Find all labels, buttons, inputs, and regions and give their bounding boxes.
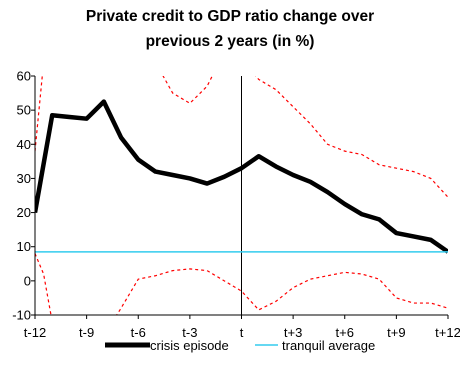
y-tick-label: 20	[17, 205, 31, 220]
x-tick-label: t-9	[79, 325, 94, 340]
y-tick-label: 10	[17, 239, 31, 254]
y-tick-label: 50	[17, 103, 31, 118]
y-tick-label: 60	[17, 69, 31, 84]
y-tick-label: -10	[12, 308, 31, 323]
confidence-band-line	[116, 268, 448, 315]
series-line-crisis-episode	[35, 99, 448, 254]
x-tick-label: t-12	[24, 325, 46, 340]
y-tick-label: 30	[17, 171, 31, 186]
x-tick-label: t+3	[284, 325, 302, 340]
plot-area: -10 0 10 20 30 40 50 60 t-12 t-9 t-6 t-3 t t+3 t+6 t+9 t…	[12, 69, 460, 341]
x-tick-label: t+9	[387, 325, 405, 340]
x-tick-label: t	[240, 325, 244, 340]
confidence-band-line	[35, 76, 213, 152]
confidence-band-line	[35, 253, 52, 315]
legend-label-crisis-episode: crisis episode	[150, 338, 229, 353]
chart-title-line-2: previous 2 years (in %)	[146, 33, 315, 50]
x-tick-label: t+6	[336, 325, 354, 340]
x-tick-label: t-6	[131, 325, 146, 340]
chart-title-line-1: Private credit to GDP ratio change over	[86, 8, 374, 25]
y-tick-label: 0	[24, 273, 31, 288]
legend-label-tranquil-average: tranquil average	[282, 338, 375, 353]
confidence-band-line	[255, 76, 448, 198]
legend: crisis episode tranquil average	[105, 338, 375, 353]
y-tick-label: 40	[17, 137, 31, 152]
x-tick-label: t+12	[435, 325, 460, 340]
x-tick-label: t-3	[182, 325, 197, 340]
plot-lines	[35, 76, 448, 315]
